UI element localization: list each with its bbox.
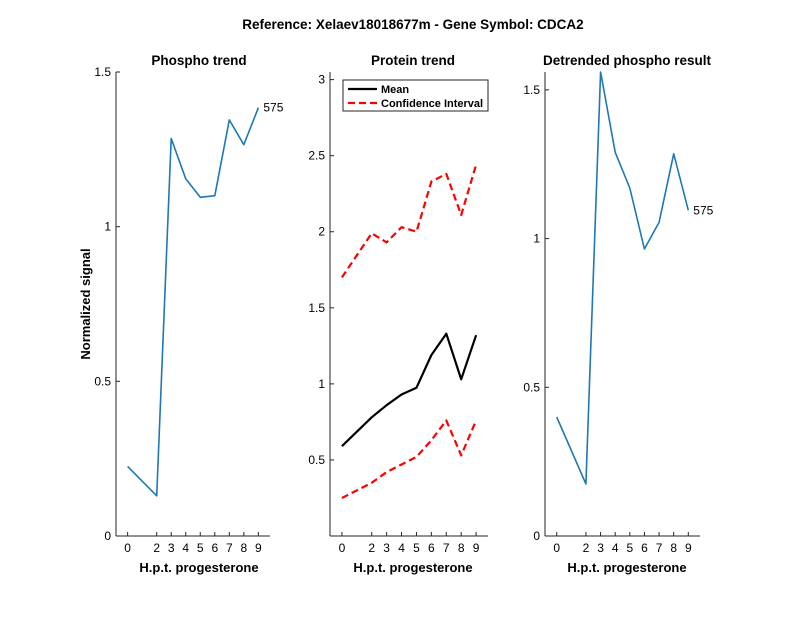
y-axis: 0 0.5 1 1.5 [94,65,120,543]
y-axis-label: Normalized signal [78,248,93,359]
legend: Mean Confidence Interval [342,79,489,112]
y-axis: 0.5 1 1.5 2 2.5 3 [308,72,334,536]
x-tick-label: 2 [583,541,590,555]
y-tick-label: 0 [533,529,540,543]
x-tick-label: 3 [383,541,390,555]
x-tick-label: 6 [211,541,218,555]
y-tick-label: 2 [318,225,325,239]
x-tick-label: 8 [670,541,677,555]
y-tick-label: 2.5 [308,149,325,163]
panel-title: Protein trend [371,53,455,68]
x-tick-label: 8 [241,541,248,555]
y-tick-label: 3 [318,73,325,87]
x-tick-label: 5 [626,541,633,555]
x-tick-label: 3 [597,541,604,555]
ci-lower-line [341,419,478,499]
x-axis-label: H.p.t. progesterone [567,560,686,575]
y-axis: 0 0.5 1 1.5 [523,72,549,543]
plot-area: 575 [127,101,284,497]
x-tick-label: 4 [182,541,189,555]
x-tick-label: 2 [153,541,160,555]
y-tick-label: 1.5 [308,301,325,315]
detrended-phospho-panel: Detrended phospho result H.p.t. progeste… [523,53,713,575]
y-tick-label: 0.5 [523,380,540,394]
y-tick-label: 1.5 [523,83,540,97]
x-tick-label: 5 [413,541,420,555]
mean-line [341,332,478,447]
x-tick-label: 7 [443,541,450,555]
x-tick-label: 7 [226,541,233,555]
plot-area: 575 [555,71,714,485]
x-tick-label: 7 [656,541,663,555]
series-end-label: 575 [693,203,713,217]
x-tick-label: 2 [368,541,375,555]
x-axis-label: H.p.t. progesterone [353,560,472,575]
y-tick-label: 1 [104,220,111,234]
x-tick-label: 6 [428,541,435,555]
x-tick-label: 0 [553,541,560,555]
y-tick-label: 1 [318,377,325,391]
protein-trend-panel: Protein trend H.p.t. progesterone 0.5 1 1.… [308,53,489,575]
x-tick-label: 9 [473,541,480,555]
x-tick-label: 6 [641,541,648,555]
x-tick-label: 4 [398,541,405,555]
y-tick-label: 1 [533,232,540,246]
y-tick-label: 1.5 [94,65,111,79]
x-axis-label: H.p.t. progesterone [139,560,258,575]
x-tick-label: 9 [685,541,692,555]
series-end-label: 575 [263,101,283,115]
x-tick-label: 5 [197,541,204,555]
phospho-line [127,107,260,497]
phospho-line [555,71,690,485]
legend-entry-mean: Mean [381,84,409,96]
x-tick-label: 4 [612,541,619,555]
figure-title: Reference: Xelaev18018677m - Gene Symbol… [242,17,583,32]
panel-title: Phospho trend [151,53,246,68]
x-tick-label: 8 [458,541,465,555]
legend-box [342,79,489,112]
plot-area [340,164,478,499]
y-tick-label: 0.5 [308,453,325,467]
x-tick-label: 3 [168,541,175,555]
panel-title: Detrended phospho result [543,53,712,68]
y-tick-label: 0 [104,529,111,543]
ci-upper-line [340,164,478,279]
x-tick-label: 0 [124,541,131,555]
phospho-trend-panel: Phospho trend Normalized signal H.p.t. p… [78,53,284,575]
x-tick-label: 9 [255,541,262,555]
legend-entry-ci: Confidence Interval [381,98,483,110]
x-tick-label: 0 [339,541,346,555]
y-tick-label: 0.5 [94,374,111,388]
